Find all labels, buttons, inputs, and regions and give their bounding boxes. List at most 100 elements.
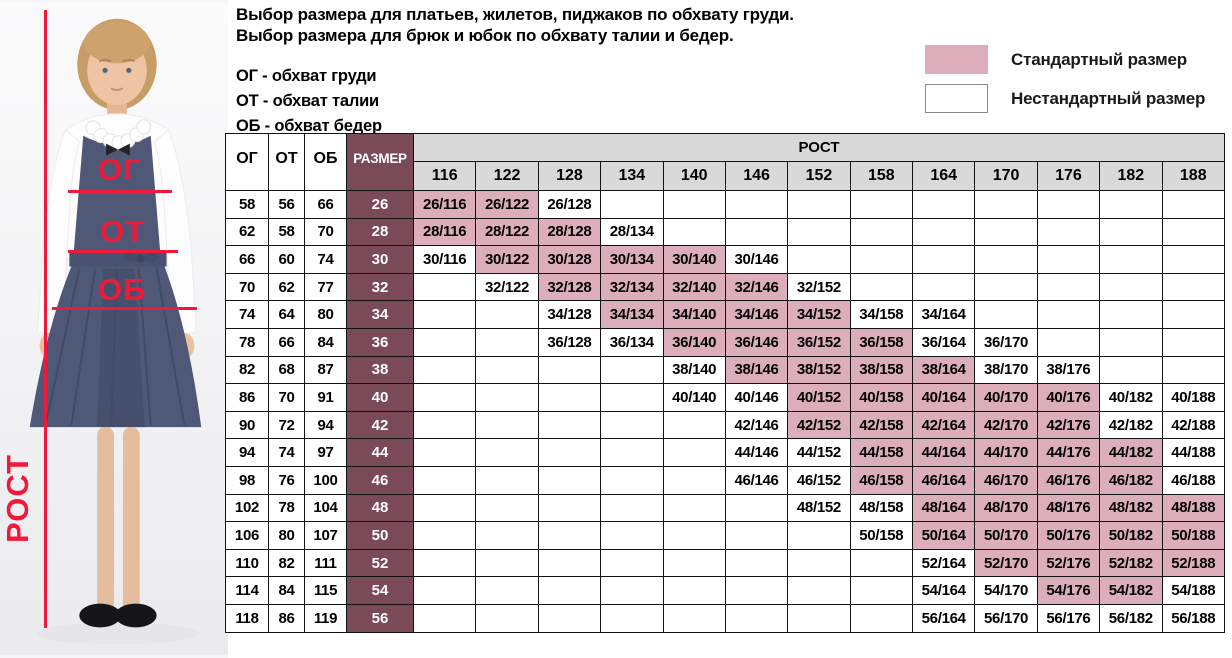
- waist-value: 70: [268, 383, 305, 412]
- size-height-cell: 38/176: [1036, 355, 1101, 385]
- empty-cell: [537, 521, 602, 550]
- empty-cell: [974, 245, 1038, 274]
- size-row: 90 72 94 42 42/146 42/152 42/158 42/164 42/170 42…: [225, 410, 1225, 440]
- height-label: РОСТ: [0, 454, 35, 544]
- empty-cell: [849, 548, 914, 578]
- empty-cell: [662, 438, 726, 467]
- empty-cell: [1161, 272, 1225, 302]
- waist-value: 76: [268, 465, 305, 495]
- empty-cell: [1161, 355, 1225, 385]
- empty-cell: [1099, 327, 1163, 357]
- size-height-cell: 42/170: [974, 410, 1038, 440]
- height-col-header: 158: [849, 161, 914, 191]
- size-height-cell: 46/176: [1036, 465, 1101, 495]
- size-height-cell: 48/158: [849, 493, 914, 523]
- size-height-cell: 34/146: [724, 300, 789, 329]
- size-height-cell: 42/164: [911, 410, 976, 440]
- size-height-cell: 44/170: [974, 438, 1038, 467]
- height-group-header: РОСТ: [413, 133, 1225, 162]
- empty-cell: [537, 548, 602, 578]
- size-height-cell: 36/140: [662, 327, 726, 357]
- size-height-cell: 40/140: [662, 383, 726, 412]
- chest-value: 114: [225, 576, 269, 605]
- size-value: 54: [346, 576, 414, 605]
- empty-cell: [849, 217, 914, 247]
- empty-cell: [412, 410, 477, 440]
- empty-cell: [1036, 190, 1101, 219]
- size-height-cell: 50/188: [1161, 521, 1225, 550]
- size-height-cell: 46/146: [724, 465, 789, 495]
- size-value: 50: [346, 521, 414, 550]
- empty-cell: [1161, 327, 1225, 357]
- empty-cell: [787, 576, 851, 605]
- size-height-cell: 32/152: [787, 272, 851, 302]
- waist-value: 62: [268, 272, 305, 302]
- empty-cell: [724, 190, 789, 219]
- size-row: 114 84 115 54 54/164 54/170 54/176 54/182 54/188: [225, 576, 1225, 605]
- size-height-cell: 54/170: [974, 576, 1038, 605]
- size-height-cell: 48/176: [1036, 493, 1101, 523]
- size-height-cell: 38/170: [974, 355, 1038, 385]
- standard-color-swatch: [925, 45, 988, 74]
- empty-cell: [662, 603, 726, 633]
- size-height-cell: 44/188: [1161, 438, 1225, 467]
- hips-column-header: ОБ: [304, 133, 347, 191]
- chest-value: 70: [225, 272, 269, 302]
- size-height-cell: 48/170: [974, 493, 1038, 523]
- waist-value: 72: [268, 410, 305, 440]
- size-height-cell: 40/164: [911, 383, 976, 412]
- waist-value: 64: [268, 300, 305, 329]
- chest-value: 90: [225, 410, 269, 440]
- height-col-header: 170: [974, 161, 1038, 191]
- hips-value: 70: [304, 217, 347, 247]
- waist-measure-line: [68, 250, 178, 253]
- size-height-cell: 56/188: [1161, 603, 1225, 633]
- empty-cell: [475, 300, 539, 329]
- abbr-waist: ОТ - обхват талии: [236, 92, 380, 110]
- empty-cell: [475, 383, 539, 412]
- size-height-cell: 28/134: [600, 217, 664, 247]
- chest-value: 58: [225, 190, 269, 219]
- empty-cell: [412, 327, 477, 357]
- empty-cell: [537, 410, 602, 440]
- size-height-cell: 34/152: [787, 300, 851, 329]
- size-height-cell: 36/146: [724, 327, 789, 357]
- nonstandard-color-swatch: [925, 84, 988, 113]
- empty-cell: [787, 521, 851, 550]
- height-measure-line: [44, 10, 47, 628]
- size-height-cell: 46/152: [787, 465, 851, 495]
- waist-value: 66: [268, 327, 305, 357]
- empty-cell: [600, 493, 664, 523]
- size-height-cell: 40/152: [787, 383, 851, 412]
- hips-value: 77: [304, 272, 347, 302]
- size-height-cell: 30/128: [537, 245, 602, 274]
- size-height-cell: 34/158: [849, 300, 914, 329]
- empty-cell: [412, 355, 477, 385]
- empty-cell: [1036, 245, 1101, 274]
- hips-value: 97: [304, 438, 347, 467]
- size-height-cell: 42/182: [1099, 410, 1163, 440]
- size-value: 48: [346, 493, 414, 523]
- size-height-cell: 38/146: [724, 355, 789, 385]
- size-value: 34: [346, 300, 414, 329]
- size-row: 102 78 104 48 48/152 48/158 48/164 48/170 48/176…: [225, 493, 1225, 523]
- chest-column-header: ОГ: [225, 133, 269, 191]
- size-height-cell: 56/176: [1036, 603, 1101, 633]
- empty-cell: [662, 465, 726, 495]
- empty-cell: [1099, 272, 1163, 302]
- size-height-cell: 56/182: [1099, 603, 1163, 633]
- empty-cell: [600, 521, 664, 550]
- empty-cell: [724, 217, 789, 247]
- empty-cell: [662, 576, 726, 605]
- size-height-cell: 42/146: [724, 410, 789, 440]
- height-col-header: 128: [537, 161, 602, 191]
- empty-cell: [1099, 355, 1163, 385]
- size-height-cell: 28/128: [537, 217, 602, 247]
- size-height-cell: 48/188: [1161, 493, 1225, 523]
- size-height-cell: 34/128: [537, 300, 602, 329]
- size-row: 106 80 107 50 50/158 50/164 50/170 50/176 50/182…: [225, 521, 1225, 550]
- empty-cell: [412, 521, 477, 550]
- size-height-cell: 46/158: [849, 465, 914, 495]
- empty-cell: [974, 190, 1038, 219]
- empty-cell: [911, 217, 976, 247]
